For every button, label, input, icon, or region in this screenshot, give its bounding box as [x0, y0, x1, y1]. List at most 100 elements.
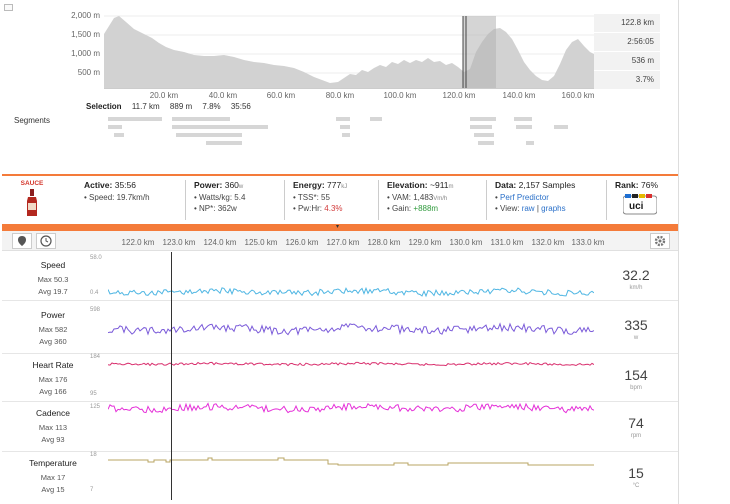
- stream-value: 154: [624, 367, 648, 383]
- data-label: Data:: [495, 180, 517, 190]
- active-value: 35:56: [114, 180, 136, 190]
- svg-text:uci: uci: [629, 201, 644, 212]
- selection-summary: Selection 11.7 km 889 m 7.8% 35:56: [86, 102, 251, 111]
- segment-bar[interactable]: [336, 117, 350, 121]
- rank-value: 76%: [641, 180, 659, 190]
- stream-avg: Avg 360: [39, 337, 67, 346]
- map-pin-button[interactable]: [12, 233, 32, 249]
- right-border: [678, 0, 679, 504]
- vam-text: VAM: 1,483: [392, 193, 434, 202]
- detail-x-tick: 130.0 km: [449, 238, 483, 247]
- watts-kg-text: Watts/kg: 5.4: [199, 193, 246, 202]
- cadence-row-label: Cadence Max 113 Avg 93: [8, 408, 98, 444]
- stream-line: [108, 402, 594, 414]
- view-raw-link[interactable]: raw: [521, 204, 535, 213]
- clock-button[interactable]: [36, 233, 56, 249]
- panel-collapse-icon[interactable]: [4, 4, 13, 11]
- power-value: 360: [224, 180, 239, 190]
- segment-bar[interactable]: [554, 125, 568, 129]
- elevation-stat: Elevation: ~911m • VAM: 1,483Vm/h • Gain…: [378, 180, 482, 220]
- segment-bar[interactable]: [478, 141, 494, 145]
- selection-grade: 3.7%: [594, 71, 660, 89]
- stream-avg: Avg 93: [41, 435, 65, 444]
- data-stat: Data: 2,157 Samples • Perf Predictor • V…: [486, 180, 598, 220]
- stream-name: Power: [40, 310, 66, 320]
- resize-handle[interactable]: ▾: [2, 224, 678, 231]
- stream-line: [108, 322, 594, 336]
- y-tick: 2,000 m: [71, 11, 100, 20]
- segment-bar[interactable]: [172, 117, 230, 121]
- y-tick: 1,000 m: [71, 49, 100, 58]
- stream-bottom-label: 95: [90, 391, 97, 397]
- settings-button[interactable]: [650, 233, 670, 249]
- cadence-stream[interactable]: [108, 402, 594, 450]
- segment-bar[interactable]: [172, 125, 268, 129]
- segment-bar[interactable]: [108, 117, 162, 121]
- x-tick: 140.0 km: [502, 91, 536, 100]
- stream-unit: w: [633, 335, 639, 341]
- stream-name: Cadence: [35, 408, 71, 418]
- elevation-profile[interactable]: [104, 12, 594, 88]
- detail-x-tick: 126.0 km: [285, 238, 319, 247]
- np-text: NP*: 362w: [199, 204, 237, 213]
- segment-bar[interactable]: [470, 125, 492, 129]
- watts-kg-line: • Watts/kg: 5.4: [194, 193, 246, 202]
- rank-stat: Rank: 76% uci: [606, 180, 674, 220]
- segment-bar[interactable]: [340, 125, 350, 129]
- perf-line: • Perf Predictor: [495, 193, 549, 202]
- x-tick: 20.0 km: [149, 91, 179, 100]
- selection-distance: 122.8 km: [594, 14, 660, 32]
- segment-bar[interactable]: [516, 125, 532, 129]
- segment-bar[interactable]: [470, 117, 496, 121]
- gain-value: +888m: [413, 204, 439, 213]
- pwhr-value: 4.3%: [324, 204, 343, 213]
- stream-avg: Avg 19.7: [38, 287, 68, 296]
- heart-rate-current: 154 bpm: [594, 367, 678, 391]
- segment-bar[interactable]: [514, 117, 532, 121]
- energy-label: Energy:: [293, 180, 325, 190]
- speed-line-text: Speed: 19.7km/h: [89, 193, 150, 202]
- segment-bar[interactable]: [108, 125, 122, 129]
- view-graphs-link[interactable]: graphs: [541, 204, 566, 213]
- stream-toolbar: 122.0 km 123.0 km 124.0 km 125.0 km 126.…: [2, 231, 678, 251]
- stream-max: Max 113: [38, 423, 68, 432]
- perf-predictor-link[interactable]: Perf Predictor: [500, 193, 549, 202]
- stream-top-label: 58.0: [90, 255, 102, 261]
- stream-bottom-label: 0.4: [90, 290, 99, 296]
- power-current: 335 w: [594, 317, 678, 341]
- stream-top-label: 598: [90, 307, 101, 313]
- active-stat: Active: 35:56 • Speed: 19.7km/h: [76, 180, 178, 220]
- segment-bar[interactable]: [114, 133, 124, 137]
- stream-unit: bpm: [630, 385, 642, 391]
- segment-bar[interactable]: [176, 133, 242, 137]
- stream-name: Speed: [40, 260, 66, 270]
- elevation-label: Elevation:: [387, 180, 428, 190]
- stream-unit: °C: [632, 483, 640, 489]
- tss-text: TSS*: 55: [297, 193, 330, 202]
- power-label: Power:: [194, 180, 223, 190]
- temperature-stream[interactable]: [108, 452, 594, 500]
- segment-bar[interactable]: [474, 133, 494, 137]
- stream-max: Max 582: [38, 325, 68, 334]
- power-stream[interactable]: [108, 302, 594, 352]
- power-unit: w: [238, 184, 244, 190]
- selection-summary-grade: 7.8%: [202, 102, 221, 111]
- gear-icon: [654, 235, 666, 247]
- stream-avg: Avg 166: [39, 387, 67, 396]
- segment-bar[interactable]: [526, 141, 534, 145]
- detail-x-tick: 128.0 km: [367, 238, 401, 247]
- segment-bar[interactable]: [342, 133, 350, 137]
- expand-arrow-icon[interactable]: ▾: [336, 224, 340, 230]
- energy-unit: kJ: [341, 184, 348, 190]
- heart-rate-stream[interactable]: [108, 354, 594, 400]
- elevation-area: [104, 16, 594, 88]
- segment-bar[interactable]: [206, 141, 242, 145]
- temperature-current: 15 °C: [594, 465, 678, 489]
- stats-bar: SAUCE Active: 35:56 • Speed: 19.7km/h Po…: [2, 174, 678, 224]
- view-separator: |: [536, 204, 539, 213]
- selection-summary-elevation: 889 m: [169, 102, 193, 111]
- stream-name: Temperature: [29, 458, 77, 468]
- segment-bar[interactable]: [370, 117, 382, 121]
- speed-stream[interactable]: [108, 254, 594, 298]
- rank-label: Rank:: [615, 180, 639, 190]
